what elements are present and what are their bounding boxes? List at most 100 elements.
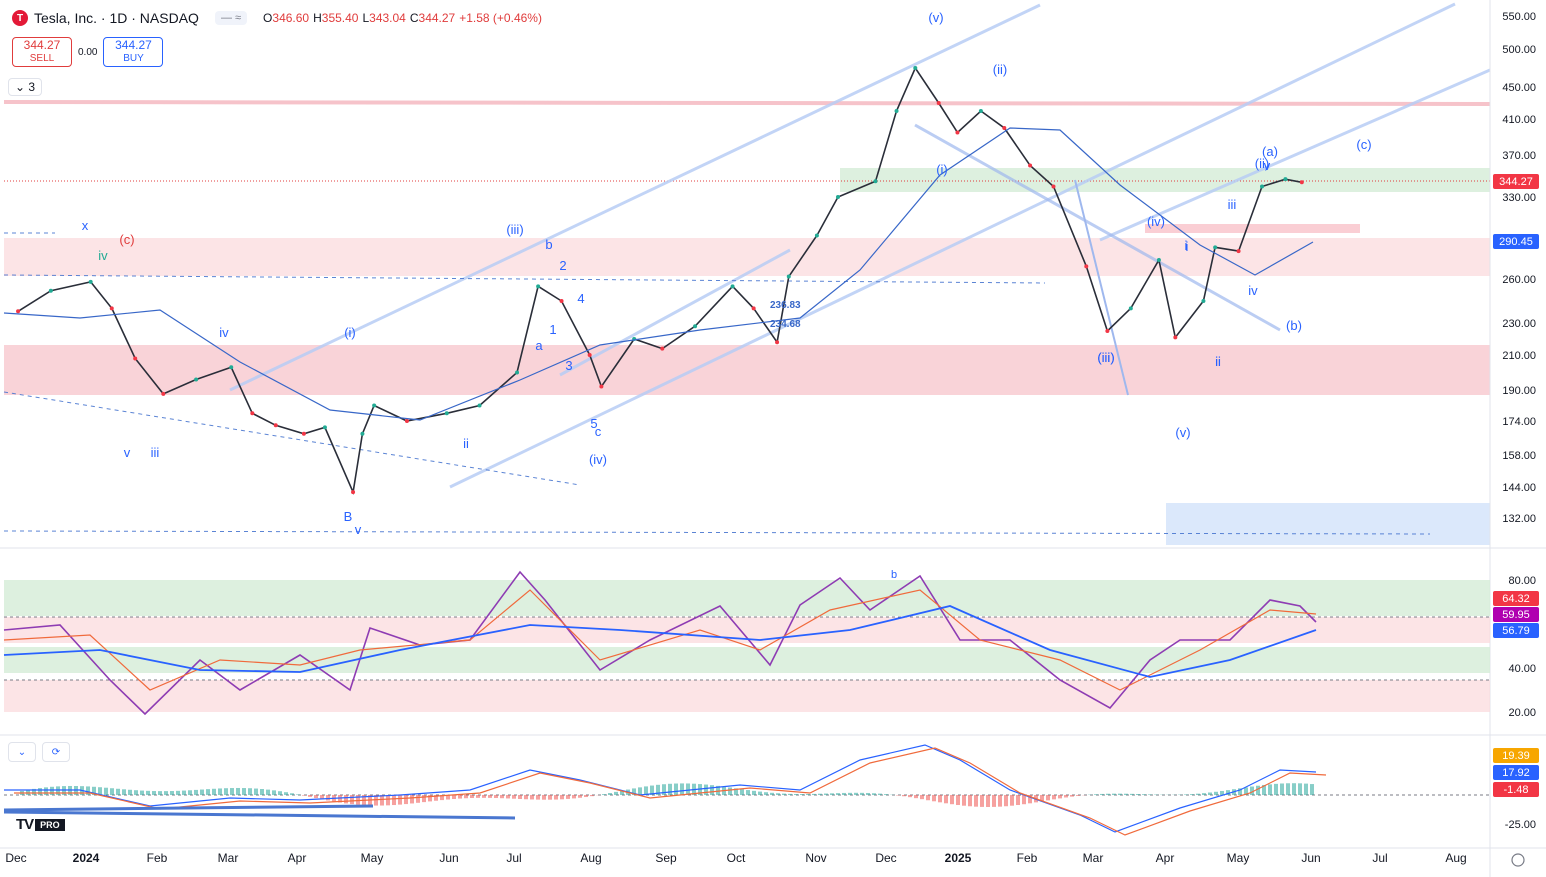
time-axis-tick: Feb bbox=[1017, 851, 1038, 865]
macd-histogram-bar bbox=[872, 793, 876, 795]
macd-histogram-bar bbox=[404, 795, 408, 805]
trend-channel-line bbox=[1099, 68, 1491, 242]
macd-histogram-bar bbox=[494, 795, 498, 799]
time-axis-tick: Jun bbox=[1301, 851, 1320, 865]
time-axis-tick: Sep bbox=[655, 851, 677, 865]
indicator-collapse-toggle[interactable]: ⌄ 3 bbox=[8, 78, 43, 96]
chart-header: T Tesla, Inc. · 1D · NASDAQ — ≈ O346.60 H… bbox=[12, 10, 546, 26]
macd-histogram-bar bbox=[608, 793, 612, 795]
macd-histogram-bar bbox=[506, 795, 510, 799]
macd-histogram-bar bbox=[1148, 794, 1152, 795]
trend-line bbox=[914, 123, 1281, 332]
macd-histogram-bar bbox=[614, 791, 618, 795]
ohlc-key: L bbox=[362, 11, 370, 25]
demand-zone bbox=[840, 168, 1490, 192]
price-point bbox=[978, 109, 983, 113]
macd-histogram-bar bbox=[752, 790, 756, 795]
resistance-zone bbox=[4, 238, 1490, 276]
elliott-wave-label: (iii) bbox=[506, 222, 523, 237]
price-point bbox=[1173, 335, 1178, 340]
macd-histogram-bar bbox=[242, 788, 246, 795]
macd-histogram-bar bbox=[1268, 784, 1272, 795]
price-annotation: 234.68 bbox=[770, 319, 801, 330]
time-axis-tick: Feb bbox=[147, 851, 168, 865]
settings-gear-icon[interactable] bbox=[1511, 853, 1525, 867]
macd-histogram-bar bbox=[932, 795, 936, 802]
macd-histogram-bar bbox=[50, 786, 54, 795]
price-point bbox=[444, 411, 449, 416]
macd-histogram-bar bbox=[602, 794, 606, 795]
indicator-controls: ⌄ ⟳ bbox=[8, 742, 70, 762]
symbol-title[interactable]: Tesla, Inc. · 1D · NASDAQ bbox=[34, 10, 199, 26]
rsi-value-label: 59.95 bbox=[1502, 609, 1530, 621]
price-point bbox=[515, 370, 520, 375]
macd-histogram-bar bbox=[584, 795, 588, 798]
rsi-average-line bbox=[3, 605, 1317, 678]
projection-box bbox=[1166, 503, 1490, 545]
macd-histogram-bar bbox=[830, 793, 834, 795]
compare-chip[interactable]: — ≈ bbox=[214, 11, 248, 25]
target-zone bbox=[1145, 224, 1360, 233]
elliott-wave-label: v bbox=[1264, 158, 1271, 173]
macd-histogram-bar bbox=[116, 788, 120, 795]
rsi-signal-line bbox=[3, 589, 1317, 691]
price-point bbox=[1201, 299, 1206, 303]
macd-histogram-bar bbox=[152, 791, 156, 795]
macd-histogram-bar bbox=[638, 787, 642, 795]
macd-value-label: -1.48 bbox=[1503, 784, 1528, 796]
macd-histogram-bar bbox=[1004, 795, 1008, 807]
macd-histogram-bar bbox=[1010, 795, 1014, 806]
price-point bbox=[1002, 126, 1007, 130]
macd-histogram-bar bbox=[662, 784, 666, 795]
sell-button[interactable]: 344.27 SELL bbox=[12, 37, 72, 67]
macd-histogram-bar bbox=[410, 795, 414, 804]
macd-histogram-bar bbox=[524, 795, 528, 800]
elliott-wave-label: (v) bbox=[928, 10, 943, 25]
macd-histogram-bar bbox=[1100, 793, 1104, 795]
time-axis-tick: Jun bbox=[439, 851, 458, 865]
macd-histogram-bar bbox=[644, 786, 648, 795]
macd-histogram-bar bbox=[848, 792, 852, 795]
macd-histogram-bar bbox=[170, 791, 174, 795]
trend-line bbox=[1074, 179, 1129, 396]
macd-histogram-bar bbox=[944, 795, 948, 804]
macd-histogram-bar bbox=[476, 795, 480, 798]
macd-histogram-bar bbox=[164, 791, 168, 795]
elliott-wave-label: ii bbox=[1215, 354, 1221, 369]
elliott-wave-label: ii bbox=[1215, 354, 1221, 369]
tradingview-logo[interactable]: TV PRO bbox=[16, 816, 65, 833]
macd-axis-tick: -25.00 bbox=[1505, 819, 1536, 831]
time-axis-tick: Aug bbox=[1445, 851, 1466, 865]
chevron-down-icon[interactable]: ⌄ bbox=[8, 742, 36, 762]
macd-histogram-bar bbox=[866, 792, 870, 795]
macd-histogram-bar bbox=[1226, 790, 1230, 795]
time-axis-tick: Nov bbox=[805, 851, 826, 865]
macd-histogram-bar bbox=[740, 789, 744, 795]
macd-histogram-bar bbox=[308, 795, 312, 797]
price-point bbox=[559, 299, 564, 303]
macd-histogram-bar bbox=[1118, 793, 1122, 795]
macd-histogram-bar bbox=[434, 795, 438, 801]
macd-histogram-bar bbox=[1256, 785, 1260, 795]
macd-histogram-bar bbox=[920, 795, 924, 800]
macd-histogram-bar bbox=[854, 792, 858, 795]
macd-histogram-bar bbox=[56, 786, 60, 795]
refresh-icon[interactable]: ⟳ bbox=[42, 742, 70, 762]
elliott-wave-label: iv bbox=[98, 248, 108, 263]
ohlc-key: C bbox=[409, 11, 419, 25]
macd-histogram-bar bbox=[980, 795, 984, 807]
macd-histogram-bar bbox=[536, 795, 540, 800]
price-point bbox=[1156, 258, 1161, 262]
price-point bbox=[372, 403, 377, 408]
macd-histogram-bar bbox=[764, 792, 768, 795]
buy-button[interactable]: 344.27 BUY bbox=[103, 37, 164, 67]
macd-histogram-bar bbox=[650, 785, 654, 795]
price-point bbox=[109, 306, 114, 311]
macd-histogram-bar bbox=[284, 792, 288, 795]
price-annotation: 236.83 bbox=[770, 300, 801, 311]
price-point bbox=[587, 353, 592, 357]
macd-histogram-bar bbox=[782, 793, 786, 795]
elliott-wave-label: (c) bbox=[119, 232, 134, 247]
ohlc-value: 344.27 bbox=[418, 11, 456, 25]
